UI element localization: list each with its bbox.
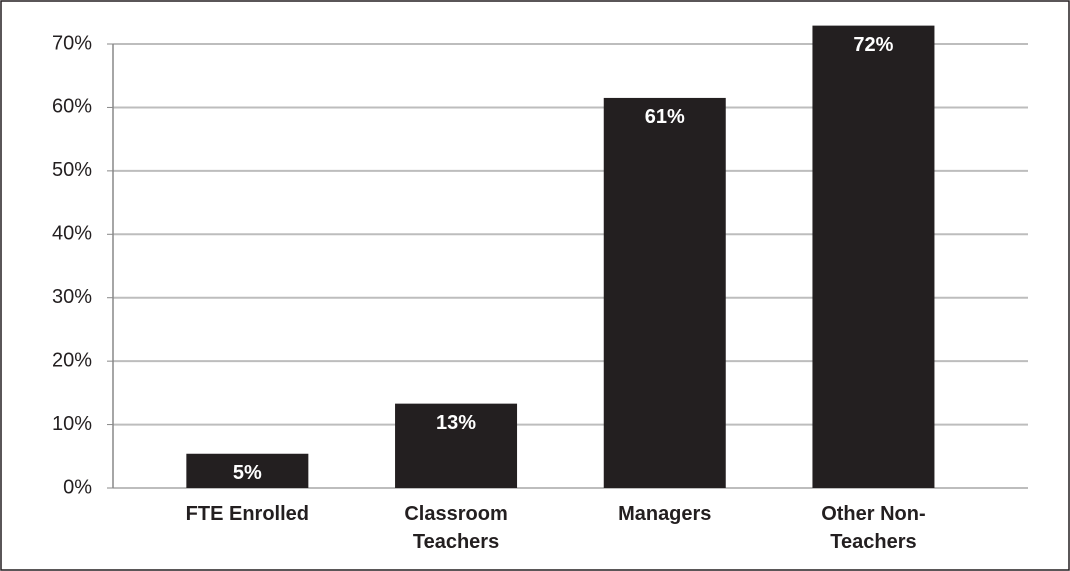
bar [603,97,726,489]
x-tick-label: FTE Enrolled [185,503,310,525]
y-tick-label: 40% [52,223,92,245]
y-tick-label: 50% [52,159,92,181]
y-tick-label: 20% [52,349,92,371]
x-tick-label: Classroom Teachers [404,503,508,553]
bar [395,403,518,488]
y-tick-label: 10% [52,413,92,435]
data-label: 72% [853,34,893,56]
x-tick-label: Managers [618,503,712,525]
data-label: 13% [436,412,476,434]
y-tick-label: 0% [63,476,92,498]
y-tick-label: 60% [52,96,92,118]
data-label: 5% [233,462,262,484]
bar [812,25,935,489]
y-tick-label: 30% [52,286,92,308]
bar [186,453,309,488]
data-label: 61% [645,106,685,128]
x-tick-label: Other Non-Teachers [821,503,926,553]
y-tick-label: 70% [52,32,92,54]
